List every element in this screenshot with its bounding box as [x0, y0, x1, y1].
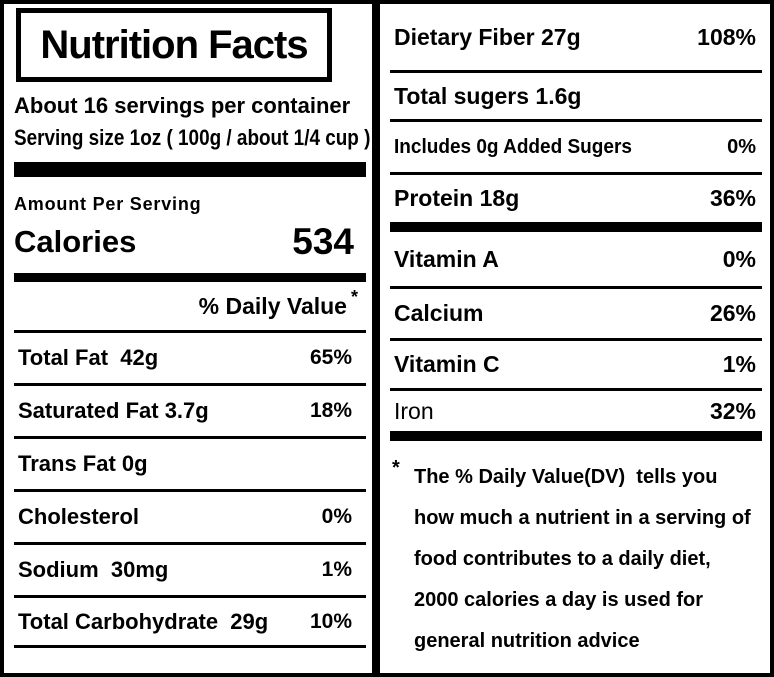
footnote-asterisk: * [392, 457, 400, 479]
thick-divider-bar [14, 162, 366, 177]
nutrient-percent: 26% [709, 300, 756, 326]
nutrient-percent: 36% [709, 185, 756, 211]
nutrient-name: Trans Fat 0g [18, 451, 148, 476]
nutrient-row-trans-fat: Trans Fat 0g [14, 436, 366, 489]
nutrient-name: Calcium [394, 300, 484, 326]
servings-per-container: About 16 servings per container [14, 93, 351, 118]
footnote-line: food contributes to a daily diet, [414, 548, 711, 570]
medium-divider-bar [14, 273, 366, 282]
nutrient-row-total-carbohydrate: Total Carbohydrate 29g 10% [14, 595, 366, 648]
nutrient-percent: 0% [727, 135, 756, 158]
nutrient-name: Protein 18g [394, 185, 520, 211]
nutrient-name: Includes 0g Added Sugers [394, 135, 632, 158]
calories-label: Calories [14, 224, 137, 259]
nutrient-name: Cholesterol [18, 504, 140, 529]
serving-size: Serving size 1oz ( 100g / about 1/4 cup … [14, 125, 371, 150]
nutrient-percent: 0% [722, 245, 756, 272]
nutrient-percent: 1% [722, 351, 756, 377]
nutrient-name: Vitamin A [394, 245, 499, 272]
calories-value: 534 [292, 221, 354, 262]
daily-value-footnote: * The % Daily Value(DV) tells you how mu… [390, 441, 762, 662]
footnote-line: general nutrition advice [414, 630, 640, 652]
footnote-line: The % Daily Value(DV) tells you [414, 466, 718, 488]
nutrient-name: Dietary Fiber 27g [394, 23, 581, 50]
nutrient-row-sodium: Sodium 30mg 1% [14, 542, 366, 595]
nutrition-facts-title: Nutrition Facts [16, 8, 332, 82]
nutrient-percent: 18% [309, 399, 352, 422]
nutrient-percent: 1% [321, 558, 352, 581]
nutrient-name: Total sugers 1.6g [394, 82, 582, 109]
daily-value-header-row: % Daily Value * [14, 282, 366, 330]
nutrient-row-cholesterol: Cholesterol 0% [14, 489, 366, 542]
nutrient-row-calcium: Calcium 26% [390, 289, 762, 341]
daily-value-asterisk: * [350, 286, 358, 307]
label-left-panel: Nutrition Facts About 16 servings per co… [4, 4, 380, 673]
nutrient-row-vitamin-c: Vitamin C 1% [390, 341, 762, 391]
nutrient-row-saturated-fat: Saturated Fat 3.7g 18% [14, 383, 366, 436]
nutrient-percent: 10% [309, 609, 352, 633]
footnote-line: how much a nutrient in a serving of [414, 507, 751, 529]
nutrient-percent: 108% [697, 23, 756, 50]
nutrient-percent: 65% [309, 346, 352, 369]
nutrient-name: Total Carbohydrate 29g [18, 608, 269, 634]
nutrient-name: Saturated Fat 3.7g [18, 398, 209, 423]
daily-value-header: % Daily Value [198, 292, 347, 319]
amount-per-serving-label: Amount Per Serving [14, 194, 202, 214]
label-right-panel: Dietary Fiber 27g 108% Total sugers 1.6g… [380, 4, 770, 673]
nutrient-row-total-sugars: Total sugers 1.6g [390, 73, 762, 122]
footnote-line: 2000 calories a day is used for [414, 589, 704, 611]
nutrient-name: Sodium 30mg [18, 557, 169, 582]
nutrient-row-dietary-fiber: Dietary Fiber 27g 108% [390, 4, 762, 73]
nutrient-row-vitamin-a: Vitamin A 0% [390, 232, 762, 289]
nutrient-name: Vitamin C [394, 351, 500, 377]
calories-row: Calories 534 [14, 217, 366, 267]
nutrient-name: Total Fat 42g [18, 345, 159, 370]
nutrient-name: Iron [394, 397, 434, 424]
nutrient-percent: 0% [321, 505, 352, 528]
nutrient-row-total-fat: Total Fat 42g 65% [14, 330, 366, 383]
nutrient-row-protein: Protein 18g 36% [390, 175, 762, 232]
nutrient-row-iron: Iron 32% [390, 391, 762, 441]
nutrient-percent: 32% [709, 397, 756, 424]
nutrient-row-added-sugars: Includes 0g Added Sugers 0% [390, 122, 762, 175]
